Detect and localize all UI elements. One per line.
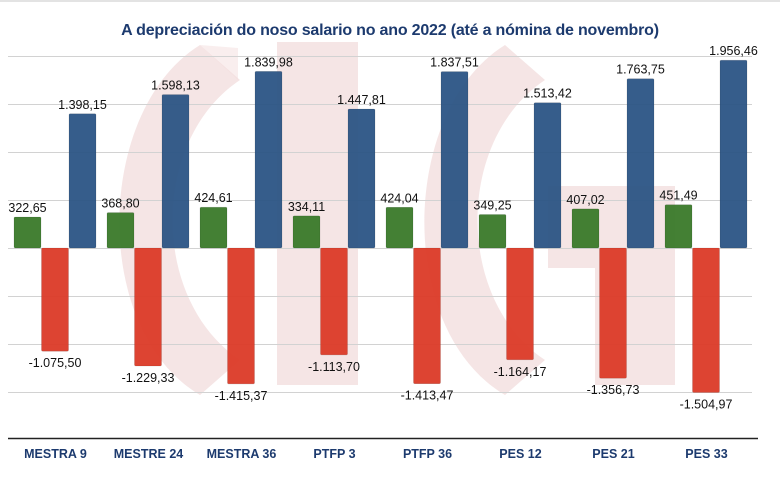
x-tick-label: MESTRA 36 <box>207 447 277 461</box>
data-label: 349,25 <box>473 199 511 213</box>
data-label: 1.763,75 <box>616 63 665 77</box>
bar-red <box>599 247 627 379</box>
value-labels: 322,65 -1.075,50 1.398,15 368,80 -1.229,33 1.… <box>8 44 757 411</box>
bar-green <box>106 212 135 249</box>
data-label: 451,49 <box>659 189 697 203</box>
bar-green <box>478 214 507 249</box>
data-label: -1.113,70 <box>308 360 360 374</box>
bar-blue <box>347 108 376 249</box>
data-label: 1.513,42 <box>523 87 572 101</box>
bar-red <box>692 247 720 393</box>
data-label: 1.839,98 <box>244 55 293 69</box>
bar-blue <box>533 102 562 249</box>
data-label: 407,02 <box>566 193 604 207</box>
data-label: 368,80 <box>101 197 139 211</box>
data-label: 424,04 <box>380 191 418 205</box>
data-label: 424,61 <box>194 191 232 205</box>
bar-green <box>385 207 414 249</box>
chart-title: A depreciación do noso salario no ano 20… <box>121 22 659 39</box>
bar-red <box>134 247 162 367</box>
x-tick-label: PES 12 <box>499 447 541 461</box>
data-label: 334,11 <box>288 200 325 214</box>
bar-blue <box>68 113 97 249</box>
top-divider <box>0 0 780 2</box>
bar-red <box>41 247 69 352</box>
bar-green <box>664 204 693 249</box>
data-label: 1.837,51 <box>430 56 479 70</box>
bar-blue <box>254 71 283 249</box>
x-tick-label: PES 21 <box>592 447 634 461</box>
bar-blue <box>626 78 655 249</box>
data-label: -1.075,50 <box>29 356 82 370</box>
data-label: -1.356,73 <box>587 383 640 397</box>
bar-blue <box>440 71 469 249</box>
data-label: -1.413,47 <box>401 389 454 403</box>
bars <box>13 59 748 393</box>
bar-red <box>413 247 441 384</box>
bar-red <box>506 247 534 361</box>
data-label: 1.447,81 <box>337 93 386 107</box>
bar-red <box>227 247 255 385</box>
data-label: 1.398,15 <box>58 98 107 112</box>
x-tick-label: PTFP 36 <box>403 447 452 461</box>
data-label: 322,65 <box>8 201 46 215</box>
bar-blue <box>161 94 190 249</box>
data-label: -1.415,37 <box>215 389 268 403</box>
bar-green <box>13 216 42 249</box>
bar-blue <box>719 59 748 249</box>
x-tick-label: MESTRE 24 <box>114 447 184 461</box>
bar-green <box>199 206 228 249</box>
data-label: 1.956,46 <box>709 44 758 58</box>
x-tick-label: MESTRA 9 <box>24 447 87 461</box>
data-label: -1.504,97 <box>680 398 733 412</box>
bar-red <box>320 247 348 356</box>
watermark-chevron-top <box>200 45 238 80</box>
bar-green <box>571 208 600 249</box>
data-label: -1.229,33 <box>122 371 175 385</box>
x-tick-label: PTFP 3 <box>313 447 355 461</box>
bar-green <box>292 215 321 249</box>
data-label: 1.598,13 <box>151 79 200 93</box>
data-label: -1.164,17 <box>494 365 547 379</box>
x-tick-label: PES 33 <box>685 447 727 461</box>
x-axis: MESTRA 9 MESTRE 24 MESTRA 36 PTFP 3 PTFP 36 P… <box>8 437 758 461</box>
